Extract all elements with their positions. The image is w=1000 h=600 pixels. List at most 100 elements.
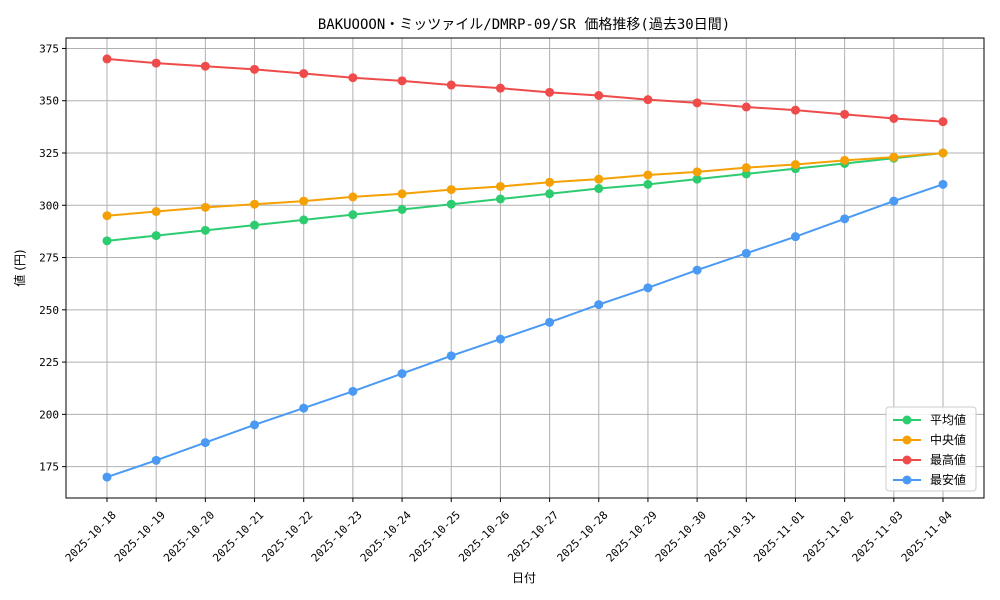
legend-marker [902,415,912,425]
x-tick-label: 2025-10-27 [505,509,561,565]
y-tick-label: 375 [39,42,59,55]
x-tick-label: 2025-10-31 [702,509,758,565]
x-tick-label: 2025-11-03 [850,509,906,565]
data-point [545,189,555,199]
x-tick-label: 2025-10-30 [653,509,709,565]
series-line [106,57,944,123]
data-point [151,58,161,68]
chart-title: BAKUOOON・ミッツァイル/DMRP-09/SR 価格推移(過去30日間) [318,17,730,33]
data-point [643,95,653,105]
x-axis-label: 日付 [512,571,536,585]
x-tick-label: 2025-10-18 [63,509,119,565]
data-point [102,54,112,64]
data-point [250,199,260,209]
series-group [102,54,948,482]
data-point [397,369,407,379]
data-point [790,105,800,115]
data-point [200,438,210,448]
y-tick-label: 350 [39,95,59,108]
data-point [692,174,702,184]
data-point [692,98,702,108]
x-tick-label: 2025-10-29 [604,509,660,565]
data-point [938,179,948,189]
data-point [299,69,309,79]
data-point [495,194,505,204]
data-point [545,87,555,97]
legend-label: 中央値 [930,432,966,447]
y-tick-label: 225 [39,356,59,369]
data-point [102,236,112,246]
legend-marker [902,435,912,445]
x-tick-label: 2025-10-21 [210,509,266,565]
y-axis-label: 値 (円) [12,249,27,286]
data-point [889,196,899,206]
data-point [151,207,161,217]
data-point [250,420,260,430]
data-point [741,248,751,258]
data-point [643,179,653,189]
data-point [692,265,702,275]
x-tick-label: 2025-10-22 [259,509,315,565]
x-tick-label: 2025-10-24 [358,508,414,564]
data-point [250,64,260,74]
data-point [594,174,604,184]
x-tick-label: 2025-10-19 [112,509,168,565]
legend-marker [902,455,912,465]
data-point [840,155,850,165]
data-point [102,472,112,482]
x-tick-label: 2025-10-20 [161,509,217,565]
grid [66,38,984,498]
data-point [151,231,161,241]
data-point [692,167,702,177]
data-point [446,199,456,209]
legend-label: 最高値 [930,452,966,467]
x-tick-label: 2025-10-25 [407,509,463,565]
data-point [790,232,800,242]
data-point [200,202,210,212]
data-point [889,114,899,123]
legend-label: 最安値 [930,472,966,487]
data-point [200,225,210,235]
data-point [348,210,358,220]
data-point [495,181,505,191]
y-tick-label: 250 [39,304,59,317]
data-point [299,403,309,413]
x-tick-label: 2025-11-02 [800,509,856,565]
series-line [106,152,944,242]
y-tick-label: 275 [39,252,59,265]
data-point [938,148,948,158]
data-point [643,283,653,293]
y-axis-ticks: 175 200 225 250 275 300 325 350 375 [39,42,66,474]
data-point [495,334,505,344]
data-point [840,109,850,119]
data-point [594,91,604,100]
data-point [348,192,358,202]
data-point [200,61,210,71]
x-tick-label: 2025-10-23 [309,509,365,565]
data-point [741,102,751,112]
data-point [151,455,161,465]
legend-box [885,406,977,492]
data-point [397,189,407,199]
data-point [889,152,899,162]
data-point [594,300,604,310]
x-tick-label: 2025-10-28 [555,509,611,565]
data-point [348,73,358,83]
data-point [299,215,309,225]
data-point [397,76,407,86]
data-point [840,214,850,224]
legend-marker [902,475,912,485]
y-tick-label: 200 [39,408,59,421]
data-point [545,317,555,327]
data-point [397,204,407,214]
data-point [938,117,948,127]
data-point [299,196,309,206]
series-line [106,152,944,217]
data-point [741,163,751,173]
data-point [594,184,604,194]
data-point [741,169,751,179]
y-tick-label: 300 [39,199,59,212]
y-tick-label: 325 [39,147,59,160]
